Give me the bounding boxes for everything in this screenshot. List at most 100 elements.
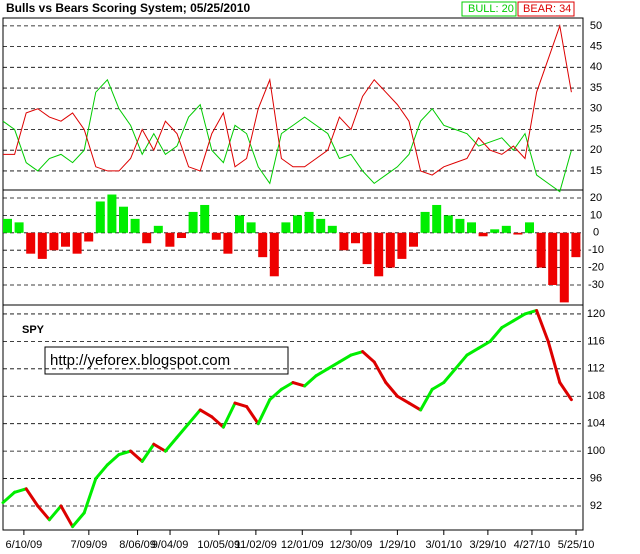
y-tick-label: 15: [590, 165, 602, 177]
price-segment: [500, 319, 515, 330]
bar: [490, 229, 500, 233]
annotation-box: [44, 346, 289, 375]
y-tick-label: 96: [590, 472, 602, 484]
price-segment: [1, 490, 17, 505]
x-tick-label: 1/29/10: [379, 539, 416, 551]
price-segment: [477, 339, 492, 350]
y-tick-label: 104: [587, 418, 605, 430]
bar: [258, 232, 268, 258]
x-tick-label: 10/05/09: [197, 539, 240, 551]
y-tick-label: -30: [588, 279, 604, 291]
bar: [478, 232, 488, 237]
price-segment: [465, 346, 481, 357]
x-tick-label: 7/09/09: [70, 539, 107, 551]
legend-label: BULL: 20: [468, 3, 514, 15]
price-segment: [326, 360, 341, 371]
x-tick-label: 3/01/10: [425, 539, 462, 551]
bar: [525, 222, 534, 233]
bar: [501, 225, 511, 233]
x-tick-label: 5/25/10: [558, 539, 595, 551]
price-segment: [372, 360, 388, 385]
bar: [293, 215, 302, 233]
x-tick-label: 9/04/09: [152, 539, 189, 551]
price-segment: [303, 374, 318, 388]
x-tick-label: 3/29/10: [470, 539, 507, 551]
price-segment: [129, 449, 144, 463]
y-tick-label: 92: [590, 500, 602, 512]
annotation: http://yeforex.blogspot.com: [50, 352, 230, 369]
bar: [130, 218, 140, 233]
bar: [467, 222, 476, 233]
bar: [571, 232, 581, 258]
price-segment: [117, 449, 133, 457]
price-segment: [558, 381, 573, 402]
bar: [455, 218, 465, 233]
y-tick-label: 108: [587, 390, 605, 402]
bar: [95, 201, 105, 233]
price-segment: [453, 353, 469, 371]
price-segment: [314, 367, 330, 378]
price-segment: [233, 401, 249, 409]
price-segment: [419, 387, 434, 412]
y-tick-label: 10: [590, 209, 602, 221]
bar: [362, 232, 372, 265]
bar: [26, 232, 36, 254]
price-segment: [384, 381, 399, 398]
bar: [327, 225, 337, 233]
bar: [84, 232, 94, 242]
bar: [3, 218, 12, 233]
bar: [432, 204, 442, 233]
price-segment: [94, 463, 109, 481]
price-segment: [140, 442, 156, 463]
price-segment: [47, 504, 63, 522]
price-segment: [210, 415, 225, 429]
price-segment: [221, 401, 237, 429]
y-tick-label: 50: [590, 20, 602, 32]
price-segment: [152, 442, 167, 453]
price-segment: [430, 381, 446, 391]
bar: [14, 222, 24, 233]
price-segment: [13, 487, 28, 494]
price-segment: [187, 408, 202, 426]
bar: [536, 232, 546, 268]
price-segment: [82, 477, 98, 515]
bar: [548, 232, 558, 285]
y-tick-label: 120: [587, 308, 605, 320]
price-segment: [71, 511, 86, 529]
price-segment: [291, 381, 307, 388]
price-segment: [349, 350, 365, 357]
bar: [304, 211, 314, 233]
x-tick-label: 6/10/09: [6, 539, 43, 551]
bar: [559, 232, 569, 303]
price-segment: [395, 394, 411, 405]
y-tick-label: 30: [590, 103, 602, 115]
bar: [339, 232, 349, 251]
price-segment: [256, 398, 272, 426]
bar: [443, 215, 453, 233]
bar: [351, 232, 360, 244]
bar: [281, 222, 291, 233]
bar: [37, 232, 47, 259]
price-segment: [407, 401, 423, 412]
y-tick-label: 0: [593, 227, 599, 239]
bar: [61, 232, 70, 247]
price-segment: [59, 504, 75, 529]
bar: [188, 211, 198, 233]
price-segment: [442, 367, 457, 385]
y-tick-label: 112: [587, 363, 605, 375]
bar: [223, 232, 233, 254]
bar: [513, 232, 523, 235]
x-tick-label: 12/01/09: [281, 539, 324, 551]
y-tick-label: 20: [590, 192, 602, 204]
chart-title: Bulls vs Bears Scoring System; 05/25/201…: [6, 1, 250, 15]
bar: [153, 225, 163, 233]
price-segment: [163, 435, 179, 453]
price-segment: [175, 422, 191, 439]
price-segment: [268, 387, 283, 402]
x-tick-label: 8/06/09: [119, 539, 156, 551]
series-line: [2, 78, 572, 193]
price-segment: [198, 408, 214, 419]
bar: [177, 232, 186, 239]
price-segment: [24, 487, 40, 508]
